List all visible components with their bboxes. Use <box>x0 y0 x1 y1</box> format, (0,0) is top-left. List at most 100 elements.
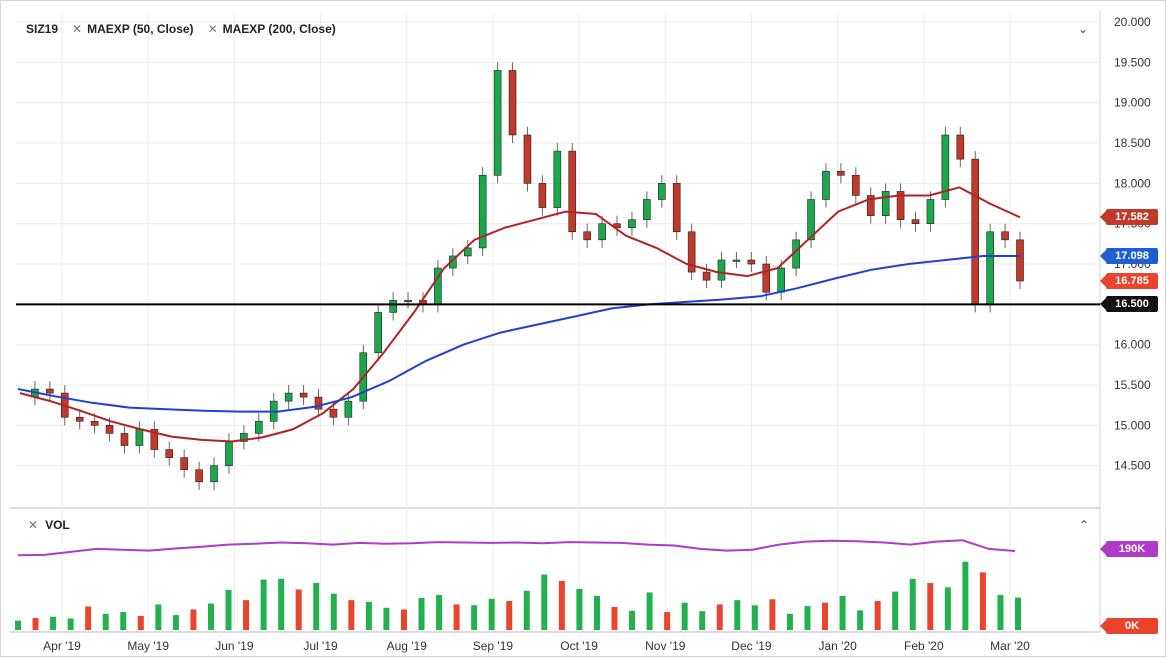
volume-bar <box>348 600 355 630</box>
remove-volume-icon[interactable]: ✕ <box>28 518 39 532</box>
volume-bar <box>260 579 267 630</box>
volume-bar <box>400 609 407 630</box>
volume-bar <box>716 604 723 630</box>
volume-bar <box>436 594 443 630</box>
candle-down <box>896 191 905 220</box>
price-label: 16.785 <box>1100 273 1158 290</box>
volume-bar <box>734 600 741 630</box>
volume-bar <box>172 615 179 630</box>
volume-bar <box>278 578 285 630</box>
candle-down <box>329 408 338 418</box>
candle-up <box>628 219 636 229</box>
legend-ma50[interactable]: ✕ MAEXP (50, Close) <box>72 22 194 36</box>
volume-bar <box>207 603 214 630</box>
candle-down <box>180 457 188 471</box>
x-tick-label: Jan '20 <box>818 639 857 653</box>
volume-bar <box>927 583 934 630</box>
candle-up <box>135 429 144 446</box>
candle-down <box>911 219 920 225</box>
ma50-line <box>19 186 1021 443</box>
candle-down <box>120 433 129 446</box>
remove-ma200-icon[interactable]: ✕ <box>207 22 218 36</box>
candle-up <box>374 312 383 354</box>
candle-up <box>986 231 994 305</box>
volume-bar <box>822 602 829 630</box>
candle-up <box>598 223 606 241</box>
volume-bar <box>155 604 162 630</box>
x-tick-label: Jun '19 <box>215 639 254 653</box>
candle-down <box>971 158 980 305</box>
candle-down <box>105 425 114 434</box>
x-tick-label: Jul '19 <box>303 639 338 653</box>
volume-bar <box>576 589 583 630</box>
legend-ma200[interactable]: ✕ MAEXP (200, Close) <box>208 22 336 36</box>
candle-down <box>762 263 771 293</box>
candle-up <box>777 267 785 293</box>
candle-down <box>852 175 860 196</box>
candle-down <box>75 416 84 422</box>
volume-legend: ✕ VOL <box>28 518 70 532</box>
volume-bar <box>102 613 109 630</box>
candle-up <box>210 465 218 483</box>
volume-bar <box>1015 597 1021 630</box>
x-tick-label: Feb '20 <box>904 639 944 653</box>
volume-bar <box>962 561 969 630</box>
candle-down <box>150 429 159 450</box>
candle-up <box>478 175 487 249</box>
legend-symbol[interactable]: SIZ19 <box>26 22 59 36</box>
x-tick-label: Oct '19 <box>560 639 598 653</box>
candle-up <box>404 300 412 303</box>
volume-bar <box>629 610 636 630</box>
y-tick-label: 18.500 <box>1114 136 1151 150</box>
x-tick-label: Apr '19 <box>43 639 81 653</box>
volume-bar <box>909 578 916 630</box>
x-tick-label: Sep '19 <box>473 639 514 653</box>
price-label: 16.500 <box>1100 296 1158 313</box>
candle-up <box>643 199 651 220</box>
volume-bar <box>558 580 565 630</box>
volume-bar <box>137 615 144 630</box>
volume-bar <box>32 618 39 630</box>
volume-bar <box>699 611 706 630</box>
legend-ma200-label: MAEXP (200, Close) <box>222 22 336 36</box>
volume-bar <box>681 602 688 630</box>
volume-bar <box>523 590 530 630</box>
candle-up <box>240 433 248 442</box>
candle-down <box>672 183 681 233</box>
y-tick-label: 15.000 <box>1114 418 1151 432</box>
candle-up <box>255 421 263 434</box>
volume-bar <box>804 606 811 630</box>
volume-bar <box>383 607 390 630</box>
volume-bar <box>769 599 776 630</box>
volume-label: 190K <box>1100 540 1158 557</box>
candle-down <box>195 469 203 483</box>
x-tick-label: Mar '20 <box>990 639 1030 653</box>
volume-bar <box>611 606 618 630</box>
volume-bar <box>997 594 1004 630</box>
remove-ma50-icon[interactable]: ✕ <box>72 22 83 36</box>
candle-up <box>717 259 726 281</box>
candle-up <box>732 259 741 262</box>
candle-up <box>881 191 890 216</box>
candle-down <box>508 70 517 136</box>
x-tick-label: Aug '19 <box>387 639 428 653</box>
volume-bar <box>892 591 899 630</box>
y-tick-label: 19.000 <box>1114 96 1151 110</box>
volume-bar <box>646 592 653 630</box>
candle-down <box>523 134 532 184</box>
volume-bar <box>50 616 57 630</box>
y-tick-label: 19.500 <box>1114 55 1151 69</box>
volume-bar <box>365 601 372 630</box>
candle-down <box>165 449 174 458</box>
chevron-up-icon[interactable]: ⌃ <box>1079 518 1090 532</box>
candle-down <box>1016 239 1024 282</box>
candle-up <box>553 150 562 208</box>
chevron-down-icon[interactable]: ⌄ <box>1078 22 1089 36</box>
candle-up <box>657 183 666 200</box>
candle-up <box>493 70 502 176</box>
volume-bar <box>225 589 232 630</box>
candle-up <box>463 247 472 257</box>
candle-down <box>538 183 547 208</box>
